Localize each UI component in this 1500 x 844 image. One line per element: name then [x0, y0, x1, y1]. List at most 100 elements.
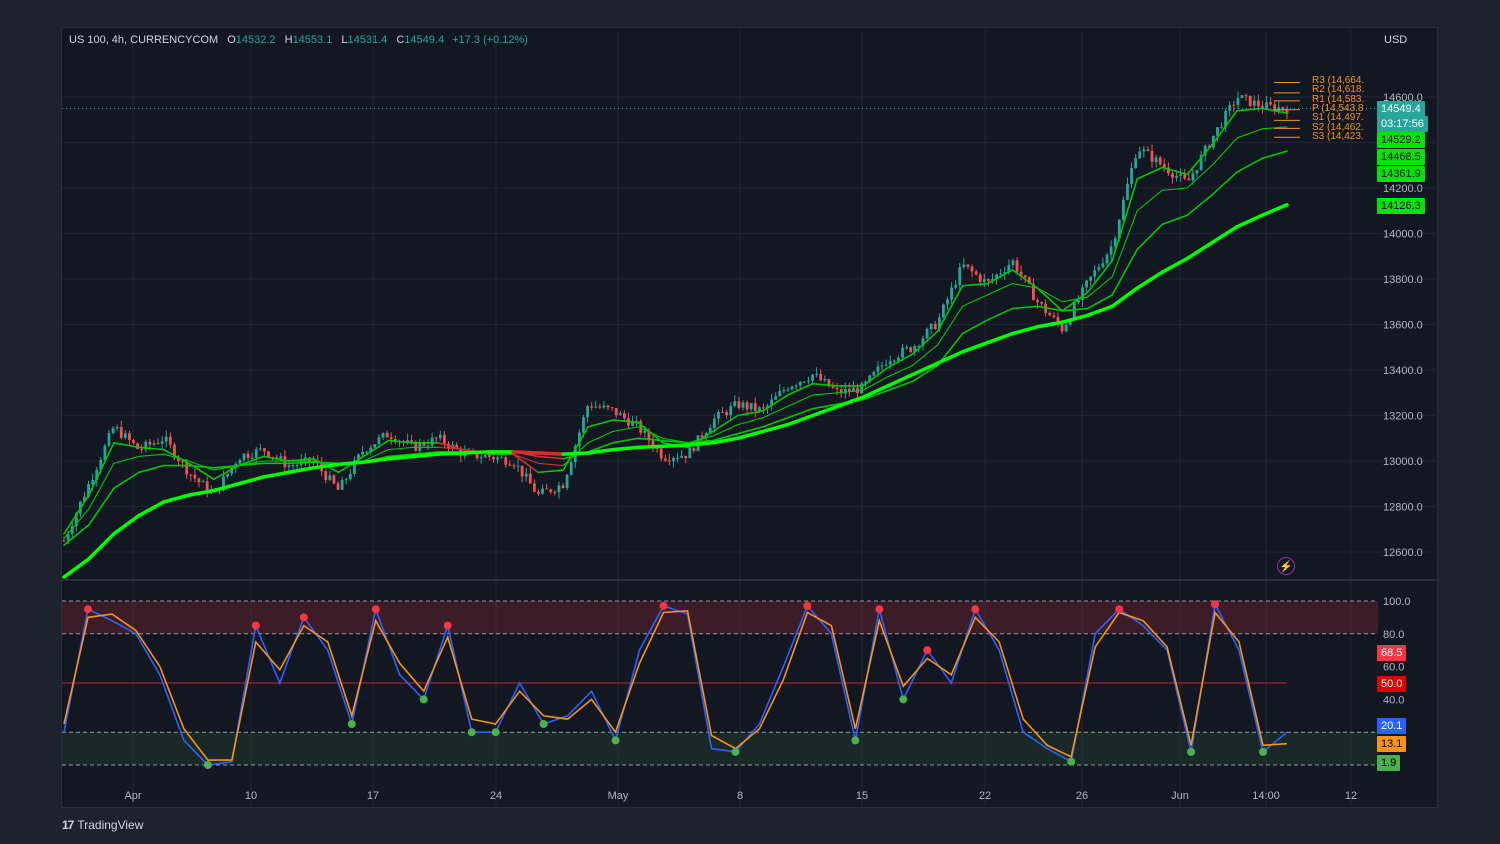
- ema-ema-fast-segment: [1061, 291, 1089, 312]
- currency-label[interactable]: USD: [1384, 34, 1408, 46]
- candle-body: [107, 433, 111, 446]
- candle-body: [717, 411, 720, 419]
- candle-body: [929, 323, 933, 329]
- candle-body: [1011, 260, 1015, 266]
- candle-body: [487, 455, 491, 458]
- ema-ema-mid-segment: [787, 394, 814, 407]
- time-axis-label: 8: [737, 790, 743, 802]
- candle-body: [786, 389, 790, 391]
- sell-cross-marker: [803, 601, 812, 610]
- sell-cross-marker: [875, 605, 884, 614]
- ema-ema-mid-segment: [612, 426, 639, 432]
- ema-ema-slow-segment: [212, 464, 240, 469]
- candle-body: [111, 428, 115, 434]
- ema-ema-long-segment: [960, 340, 990, 354]
- candle-body: [819, 373, 823, 381]
- candle-body: [942, 304, 945, 318]
- candle-body: [279, 456, 283, 459]
- close-value: 14549.4: [404, 34, 445, 46]
- ema-ema-slow-segment: [1236, 157, 1263, 173]
- candle-body: [1036, 300, 1039, 303]
- ema-ema-mid-segment: [1086, 276, 1113, 298]
- candle-body: [115, 427, 119, 429]
- lightning-icon[interactable]: ⚡: [1277, 557, 1295, 575]
- ema-ema-fast-segment: [437, 441, 465, 451]
- candle-body: [1175, 175, 1178, 178]
- ema-ema-long-segment: [736, 429, 765, 440]
- price-axis-label: 12600.0: [1383, 547, 1423, 559]
- ema-ema-mid-segment: [587, 430, 614, 444]
- candle-body: [802, 381, 806, 383]
- candle-body: [770, 399, 774, 406]
- candle-body: [835, 387, 839, 390]
- candle-body: [892, 360, 896, 362]
- ema-ema-mid-segment: [737, 417, 764, 426]
- chart-frame: [61, 27, 1438, 808]
- ema-ema-fast-segment: [387, 439, 415, 444]
- sell-cross-marker: [1115, 605, 1124, 614]
- candle-body: [970, 266, 974, 272]
- ema-ema-slow-segment: [287, 461, 315, 465]
- candle-body: [275, 457, 279, 459]
- candle-body: [827, 379, 831, 387]
- candle-body: [667, 460, 671, 462]
- pivot-label: S3 (14,423.: [1312, 130, 1364, 142]
- price-axis-label: 14200.0: [1383, 183, 1423, 195]
- buy-cross-marker: [1187, 747, 1196, 756]
- candle-body: [966, 264, 970, 267]
- ema-ema-long-segment: [1210, 224, 1239, 245]
- candle-body: [91, 479, 95, 485]
- ema-ema-slow-segment: [861, 389, 889, 401]
- ema-ema-mid-segment: [1136, 189, 1163, 212]
- ema-ema-long-segment: [611, 445, 640, 452]
- candle-body: [410, 440, 414, 442]
- candle-body: [733, 401, 737, 407]
- buy-cross-marker: [491, 728, 500, 737]
- candle-body: [1269, 102, 1273, 105]
- candle-body: [978, 274, 982, 282]
- candle-body: [1256, 100, 1260, 107]
- candle-body: [1236, 98, 1240, 105]
- ema-ema-mid-segment: [912, 344, 939, 367]
- candle-body: [1166, 167, 1170, 174]
- symbol-name[interactable]: US 100, 4h, CURRENCYCOM: [69, 34, 219, 46]
- candle-body: [729, 406, 733, 416]
- ema-ema-fast-segment: [986, 269, 1014, 285]
- sell-cross-marker: [443, 621, 452, 630]
- open-key: O: [227, 34, 236, 46]
- candle-body: [1007, 265, 1011, 272]
- candle-body: [99, 459, 103, 470]
- price-axis-label: 13200.0: [1383, 411, 1423, 423]
- ema-ema-long-segment: [261, 470, 291, 479]
- candle-body: [577, 432, 581, 447]
- candle-body: [1277, 107, 1281, 111]
- candle-body: [541, 488, 544, 494]
- ema-ema-long-segment: [187, 488, 216, 497]
- candle-body: [201, 481, 205, 483]
- ema-ema-mid-segment: [88, 462, 115, 510]
- tradingview-brand[interactable]: 17 TradingView: [62, 818, 143, 832]
- candle-body: [246, 453, 250, 458]
- candle-body: [1097, 267, 1101, 271]
- candle-body: [815, 373, 819, 375]
- candle-body: [1076, 300, 1080, 303]
- ema-ema-long-segment: [87, 532, 116, 561]
- candle-body: [328, 475, 332, 481]
- candle-body: [545, 488, 549, 490]
- time-axis-label: 10: [245, 790, 257, 802]
- ema-ema-slow-segment: [237, 462, 265, 467]
- time-axis-label: 26: [1076, 790, 1088, 802]
- candle-body: [438, 434, 442, 439]
- ema-ema-mid-segment: [437, 446, 464, 451]
- candle-body: [496, 457, 499, 460]
- ema-ema-fast-segment: [936, 285, 964, 333]
- ema-ema-long-segment: [286, 466, 316, 475]
- ema-ema-long-segment: [935, 350, 965, 365]
- candle-body: [1216, 127, 1219, 136]
- candle-body: [1015, 260, 1019, 272]
- candle-body: [103, 445, 107, 460]
- ema-ema-long-segment: [511, 450, 540, 455]
- ema-value-tag: 14468.5: [1377, 149, 1425, 165]
- ema-ema-fast-segment: [1036, 287, 1064, 312]
